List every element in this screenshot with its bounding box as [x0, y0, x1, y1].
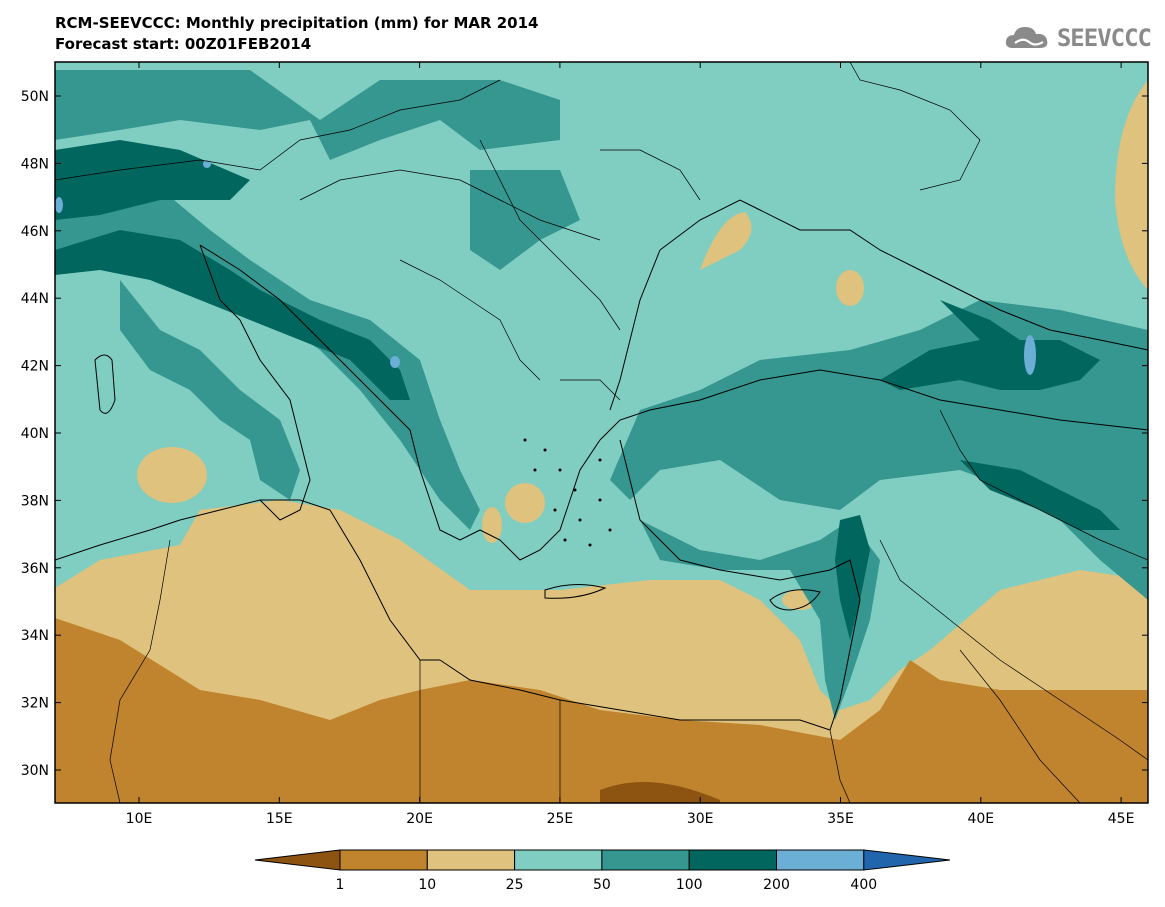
lat-label: 32N	[21, 696, 49, 712]
seevccc-logo: SEEVCCC	[1003, 22, 1152, 54]
forecast-start-label: Forecast start: 00Z01FEB2014	[55, 35, 312, 53]
lat-label: 36N	[21, 561, 49, 577]
region-dry-greece	[505, 483, 545, 523]
legend-swatch	[426, 849, 516, 871]
legend-swatch-below	[254, 849, 341, 871]
region-very-dry	[55, 618, 1148, 803]
region-dry-peloponnese	[482, 507, 502, 543]
region-wet-carpathians	[470, 170, 580, 270]
map-area	[55, 62, 1148, 803]
lat-label: 50N	[21, 89, 49, 105]
legend-swatch	[776, 849, 865, 871]
lat-label: 38N	[21, 493, 49, 509]
region-very-wet-caucasus	[880, 300, 1100, 390]
region-very-wet-levant	[835, 515, 870, 640]
legend-swatch-above	[863, 849, 951, 871]
coastlines	[55, 199, 1148, 731]
legend-swatch	[601, 849, 690, 871]
region-wet-tyrrhenian	[120, 280, 300, 500]
lat-label: 42N	[21, 359, 49, 375]
lon-label: 25E	[547, 811, 574, 827]
precipitation-legend: 1 10 25 50 100 200 400	[254, 849, 951, 893]
lon-label: 15E	[266, 811, 293, 827]
lon-label: 20E	[406, 811, 433, 827]
legend-label: 200	[763, 877, 790, 893]
region-very-wet-east-turkey	[960, 460, 1120, 530]
legend-label: 50	[593, 877, 611, 893]
longitude-axis: 10E 15E 20E 25E 30E 35E 40E 45E	[126, 62, 1135, 827]
lat-label: 44N	[21, 291, 49, 307]
region-very-wet-dinarides	[55, 230, 410, 400]
legend-swatch	[688, 849, 778, 871]
cloud-icon	[1005, 27, 1048, 48]
lat-label: 30N	[21, 763, 49, 779]
region-driest	[600, 782, 720, 803]
legend-swatch	[514, 849, 603, 871]
region-dry-northeast	[1115, 80, 1148, 290]
region-dry-crimea	[700, 212, 752, 270]
region-wet-alps-north	[55, 70, 560, 160]
legend-label: 100	[676, 877, 703, 893]
lat-label: 40N	[21, 426, 49, 442]
lon-label: 10E	[126, 811, 153, 827]
lat-label: 34N	[21, 628, 49, 644]
region-dry-sardinia-sea	[137, 447, 207, 503]
region-extreme-alps	[203, 160, 211, 168]
region-extreme-montenegro	[390, 356, 400, 368]
map-title: RCM-SEEVCCC: Monthly precipitation (mm) …	[55, 14, 539, 32]
legend-label: 1	[336, 877, 345, 893]
lat-label: 46N	[21, 224, 49, 240]
lon-label: 45E	[1108, 811, 1135, 827]
lon-label: 35E	[827, 811, 854, 827]
legend-label: 10	[418, 877, 436, 893]
region-wet-south-turkey	[640, 520, 880, 720]
latitude-axis: 50N 48N 46N 44N 42N 40N 38N 36N 34N 32N 30N	[21, 89, 1148, 779]
lat-label: 48N	[21, 156, 49, 172]
region-extreme-west	[55, 197, 63, 213]
lon-label: 30E	[687, 811, 714, 827]
country-borders	[55, 62, 1148, 803]
legend-label: 25	[506, 877, 524, 893]
legend-label: 400	[850, 877, 877, 893]
legend-swatch	[339, 849, 428, 871]
region-dry-kerch	[836, 270, 864, 306]
logo-text: SEEVCCC	[1056, 24, 1152, 52]
lon-label: 40E	[967, 811, 994, 827]
region-extreme-caucasus	[1024, 335, 1036, 375]
aegean-islands	[523, 438, 612, 547]
